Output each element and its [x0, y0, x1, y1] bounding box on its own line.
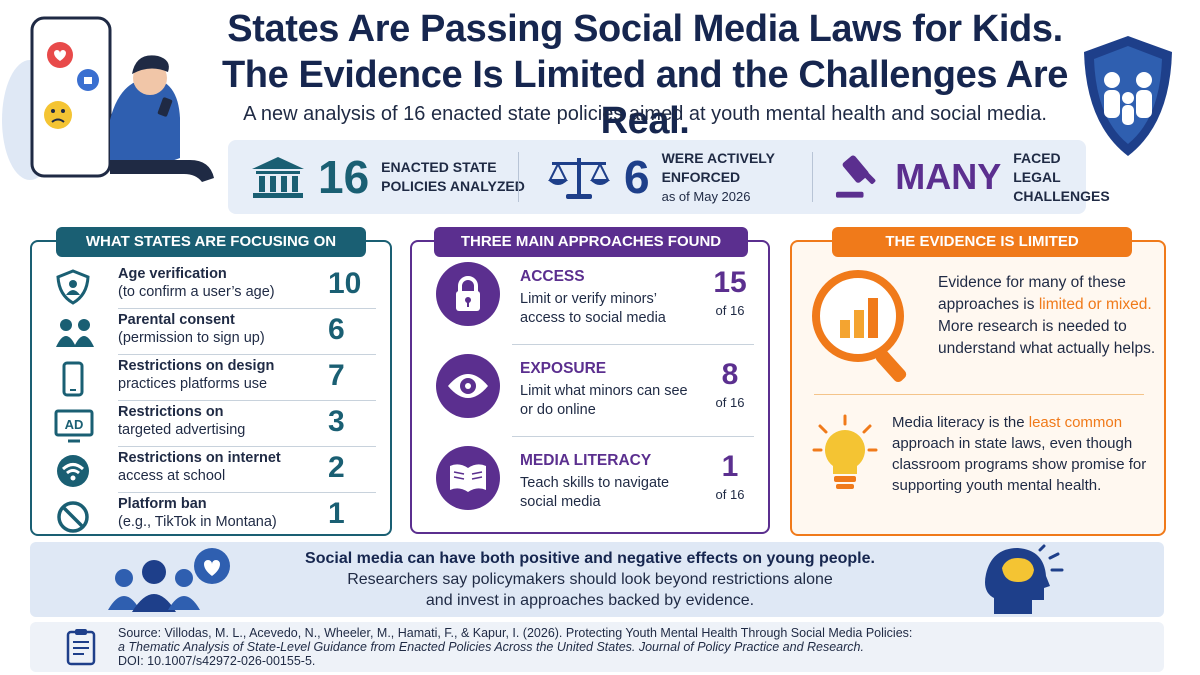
shield-user-icon	[54, 269, 92, 305]
approach-item: MEDIA LITERACY Teach skills to navigate so…	[412, 434, 768, 524]
approach-of-total: of 16	[715, 395, 745, 410]
gavel-icon	[835, 155, 876, 198]
approach-count: 15	[713, 266, 747, 299]
clipboard-icon	[66, 629, 96, 666]
approach-count: 1	[721, 450, 739, 483]
teen-phone-illustration	[0, 0, 225, 200]
approach-heading: ACCESS	[520, 268, 585, 285]
stats-bar: 16 ENACTED STATE POLICIES ANALYZED 6 WER…	[228, 140, 1110, 214]
evidence-p1-highlight: limited or mixed.	[1038, 296, 1152, 313]
key-message-line-2: Researchers say policymakers should look…	[347, 571, 833, 588]
approach-heading: MEDIA LITERACY	[520, 452, 652, 469]
key-message-line-3: and invest in approaches backed by evide…	[425, 592, 755, 609]
evidence-p1-text-b: More research is needed to understand wh…	[938, 318, 1156, 357]
focus-item-count: 1	[328, 497, 345, 530]
focus-item: Platform ban (e.g., TikTok in Montana) 1	[32, 492, 390, 538]
source-citation: Source: Villodas, M. L., Acevedo, N., Wh…	[30, 622, 1164, 672]
focus-item-label: Restrictions on design practices platform…	[118, 358, 275, 392]
lightbulb-icon	[812, 414, 878, 489]
stat-enforced: 6 WERE ACTIVELY ENFORCED as of May 2026	[546, 140, 775, 214]
stat-enforced-label-3: as of May 2026	[661, 188, 751, 204]
approach-of-total: of 16	[715, 303, 745, 318]
key-message-banner: Social media can have both positive and …	[30, 542, 1164, 617]
page-title: States Are Passing Social Media Laws for…	[205, 6, 1085, 144]
key-message-line-1: Social media can have both positive and …	[305, 550, 875, 567]
approach-item: EXPOSURE Limit what minors can see or do o…	[412, 342, 768, 432]
stat-challenges-number: MANY	[895, 156, 1002, 197]
scales-icon	[548, 158, 610, 199]
stat-policies-number: 16	[318, 151, 370, 203]
approach-item: ACCESS Limit or verify minors’ access to s…	[412, 250, 768, 340]
focus-item: Restrictions on internet access at school…	[32, 446, 390, 492]
courthouse-icon	[252, 157, 304, 198]
ad-icon: AD	[54, 407, 94, 443]
focus-panel: WHAT STATES ARE FOCUSING ON Age verifica…	[30, 227, 392, 538]
focus-item-label: Restrictions on internet access at school	[118, 450, 281, 484]
focus-item-label: Age verification (to confirm a user’s age…	[118, 266, 275, 300]
eye-icon	[436, 354, 500, 418]
evidence-paragraph-1: Evidence for many of these approaches is…	[938, 272, 1158, 360]
evidence-p1-text-a: Evidence for many of these approaches is	[938, 274, 1126, 313]
shield-family-icon	[1078, 32, 1178, 162]
approaches-panel: THREE MAIN APPROACHES FOUND ACCESS Limit …	[410, 227, 770, 534]
focus-panel-title: WHAT STATES ARE FOCUSING ON	[56, 227, 366, 257]
focus-item: AD Restrictions on targeted advertising 3	[32, 400, 390, 446]
evidence-paragraph-2: Media literacy is the least common appro…	[892, 412, 1154, 496]
community-heart-icon	[108, 548, 230, 612]
lock-icon	[436, 262, 500, 326]
evidence-panel: THE EVIDENCE IS LIMITED Evidence for man…	[790, 227, 1166, 536]
focus-item-count: 7	[328, 359, 345, 392]
focus-item: Parental consent (permission to sign up) 6	[32, 308, 390, 354]
stat-enforced-label-2: ENFORCED	[661, 168, 741, 185]
source-line-1: Source: Villodas, M. L., Acevedo, N., Wh…	[118, 626, 913, 640]
approach-description: Limit what minors can see or do online	[520, 383, 688, 418]
focus-item-count: 2	[328, 451, 345, 484]
focus-item-count: 3	[328, 405, 345, 438]
approach-description: Limit or verify minors’ access to social …	[520, 291, 666, 326]
smartphone-icon	[54, 361, 92, 397]
evidence-panel-title: THE EVIDENCE IS LIMITED	[832, 227, 1132, 257]
source-line-2: a Thematic Analysis of State-Level Guida…	[118, 640, 864, 654]
focus-item: Age verification (to confirm a user’s age…	[32, 262, 390, 308]
magnifier-chart-icon	[812, 270, 907, 382]
approach-heading: EXPOSURE	[520, 360, 607, 377]
stat-policies: 16 ENACTED STATE POLICIES ANALYZED	[250, 140, 525, 214]
focus-item-label: Parental consent (permission to sign up)	[118, 312, 265, 346]
svg-text:AD: AD	[65, 417, 84, 432]
focus-item-count: 6	[328, 313, 345, 346]
ban-icon	[54, 499, 92, 533]
approach-description: Teach skills to navigate social media	[520, 475, 670, 510]
approach-of-total: of 16	[715, 487, 745, 502]
source-line-3: DOI: 10.1007/s42972-026-00155-5.	[118, 654, 316, 668]
stat-challenges-label-1: FACED LEGAL	[1013, 149, 1061, 185]
stat-challenges: MANY FACED LEGAL CHALLENGES	[834, 140, 1110, 214]
page-subtitle: A new analysis of 16 enacted state polic…	[243, 103, 1047, 125]
stat-policies-label-2: POLICIES ANALYZED	[381, 178, 525, 194]
stat-policies-label-1: ENACTED STATE	[381, 159, 497, 175]
title-line-2: The Evidence Is Limited and the Challeng…	[222, 54, 1068, 142]
focus-item-count: 10	[328, 267, 362, 300]
focus-item-label: Restrictions on targeted advertising	[118, 404, 246, 438]
stat-challenges-label-2: CHALLENGES	[1013, 187, 1110, 204]
approach-count: 8	[721, 358, 739, 391]
focus-item: Restrictions on design practices platform…	[32, 354, 390, 400]
stat-enforced-number: 6	[624, 151, 650, 203]
evidence-p2-text-b: approach in state laws, even though clas…	[892, 435, 1147, 494]
stat-enforced-label-1: WERE ACTIVELY	[661, 149, 775, 166]
approaches-panel-title: THREE MAIN APPROACHES FOUND	[434, 227, 748, 257]
book-icon	[436, 446, 500, 510]
wifi-icon	[54, 453, 92, 487]
focus-item-label: Platform ban (e.g., TikTok in Montana)	[118, 496, 277, 530]
evidence-p2-highlight: least common	[1028, 414, 1123, 431]
parents-icon	[54, 315, 94, 349]
title-line-1: States Are Passing Social Media Laws for…	[227, 8, 1063, 50]
brain-head-icon	[985, 544, 1064, 614]
evidence-p2-text-a: Media literacy is the	[892, 414, 1029, 431]
